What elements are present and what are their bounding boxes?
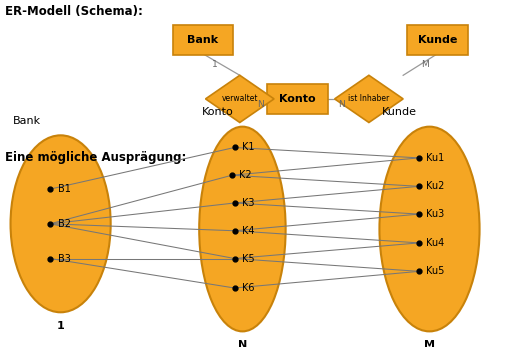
FancyBboxPatch shape: [173, 25, 233, 54]
Text: B3: B3: [58, 254, 71, 263]
Text: K3: K3: [242, 198, 255, 208]
Text: K2: K2: [239, 170, 252, 180]
Ellipse shape: [11, 135, 111, 312]
Text: 1: 1: [212, 60, 218, 69]
Ellipse shape: [379, 127, 480, 331]
Text: Kunde: Kunde: [382, 107, 417, 117]
Text: N: N: [238, 340, 247, 347]
Text: K6: K6: [242, 283, 255, 293]
Text: N: N: [338, 100, 345, 109]
Text: Eine mögliche Ausprägung:: Eine mögliche Ausprägung:: [5, 151, 187, 164]
Text: Ku4: Ku4: [426, 238, 445, 248]
Ellipse shape: [199, 127, 286, 331]
Text: B1: B1: [58, 184, 71, 194]
Text: B2: B2: [58, 219, 72, 229]
Text: 1: 1: [57, 321, 64, 331]
Text: Ku3: Ku3: [426, 209, 445, 219]
FancyBboxPatch shape: [267, 84, 328, 114]
Polygon shape: [206, 75, 274, 122]
Polygon shape: [335, 75, 403, 122]
Text: K4: K4: [242, 226, 255, 236]
Text: ist Inhaber: ist Inhaber: [348, 94, 389, 103]
Text: Bank: Bank: [187, 35, 219, 45]
Text: M: M: [424, 340, 435, 347]
Text: Bank: Bank: [13, 116, 41, 126]
Text: Konto: Konto: [202, 107, 233, 117]
Text: Konto: Konto: [279, 94, 316, 104]
Text: K1: K1: [242, 143, 255, 152]
Text: M: M: [422, 60, 429, 69]
Text: verwaltet: verwaltet: [221, 94, 258, 103]
Text: Ku2: Ku2: [426, 181, 445, 191]
Text: Ku1: Ku1: [426, 153, 445, 163]
Text: Ku5: Ku5: [426, 266, 445, 276]
Text: K5: K5: [242, 254, 255, 263]
Text: Kunde: Kunde: [418, 35, 457, 45]
Text: ER-Modell (Schema):: ER-Modell (Schema):: [5, 5, 143, 18]
FancyBboxPatch shape: [407, 25, 468, 54]
Text: N: N: [258, 100, 264, 109]
